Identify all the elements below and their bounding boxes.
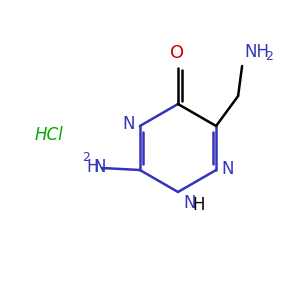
- Text: N: N: [122, 115, 135, 133]
- Text: N: N: [183, 194, 196, 212]
- Text: N: N: [221, 160, 234, 178]
- Text: N: N: [93, 158, 106, 176]
- Text: 2: 2: [265, 50, 273, 63]
- Text: O: O: [170, 44, 184, 62]
- Text: 2: 2: [82, 151, 90, 164]
- Text: HCl: HCl: [35, 126, 64, 144]
- Text: H: H: [192, 196, 205, 214]
- Text: H: H: [86, 158, 99, 176]
- Text: NH: NH: [244, 43, 269, 61]
